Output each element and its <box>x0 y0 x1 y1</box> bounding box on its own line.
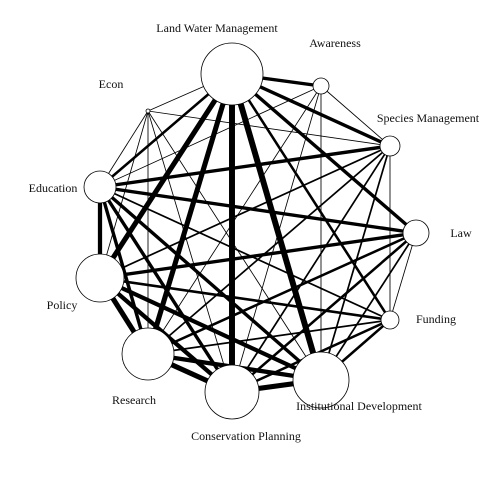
node-institutional-development <box>292 351 350 409</box>
node-policy <box>75 253 125 303</box>
edge-research-education <box>98 186 150 355</box>
edge-law-funding <box>389 232 417 321</box>
edge-law-education <box>99 185 417 235</box>
node-law <box>402 219 430 247</box>
edge-institutional-development-education <box>98 185 323 382</box>
label-species-management: Species Management <box>377 111 480 125</box>
label-research: Research <box>112 393 156 407</box>
edge-conservation-planning-econ <box>147 110 233 393</box>
edge-awareness-education <box>99 85 322 188</box>
label-econ: Econ <box>99 77 124 91</box>
edge-land-water-management-law <box>230 72 418 235</box>
edge-institutional-development-policy <box>99 276 322 382</box>
node-research <box>121 327 175 381</box>
labels-layer: Land Water Management Awareness Species Ma… <box>29 21 480 443</box>
edge-awareness-conservation-planning <box>231 85 322 393</box>
edge-species-management-research <box>147 145 391 355</box>
edge-species-management-econ <box>147 110 391 147</box>
label-land-water-management: Land Water Management <box>156 21 278 35</box>
edge-awareness-species-management <box>320 85 391 147</box>
edge-conservation-planning-education <box>98 186 234 393</box>
edge-funding-research <box>147 319 391 355</box>
node-conservation-planning <box>204 364 260 420</box>
label-conservation-planning: Conservation Planning <box>191 429 301 443</box>
edge-law-institutional-development <box>320 232 417 381</box>
node-land-water-management <box>200 42 264 106</box>
node-species-management <box>379 135 401 157</box>
nodes-layer <box>75 42 430 420</box>
label-funding: Funding <box>416 312 456 326</box>
node-education <box>83 170 117 204</box>
label-policy: Policy <box>47 298 78 312</box>
label-education: Education <box>29 181 78 195</box>
edge-policy-econ <box>99 110 149 279</box>
edge-law-conservation-planning <box>231 232 417 393</box>
node-econ <box>145 108 151 114</box>
label-awareness: Awareness <box>309 36 361 50</box>
label-institutional-development: Institutional Development <box>296 399 422 413</box>
edge-land-water-management-institutional-development <box>229 73 324 381</box>
edge-institutional-development-econ <box>147 110 322 381</box>
label-law: Law <box>450 226 472 240</box>
edge-species-management-institutional-development <box>320 145 391 381</box>
node-funding <box>380 310 400 330</box>
node-awareness <box>312 77 330 95</box>
